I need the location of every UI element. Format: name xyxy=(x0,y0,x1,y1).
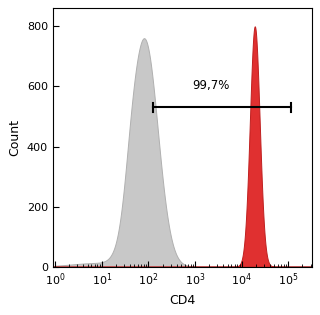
Y-axis label: Count: Count xyxy=(8,119,21,156)
X-axis label: CD4: CD4 xyxy=(169,294,196,307)
Text: 99,7%: 99,7% xyxy=(193,79,230,92)
